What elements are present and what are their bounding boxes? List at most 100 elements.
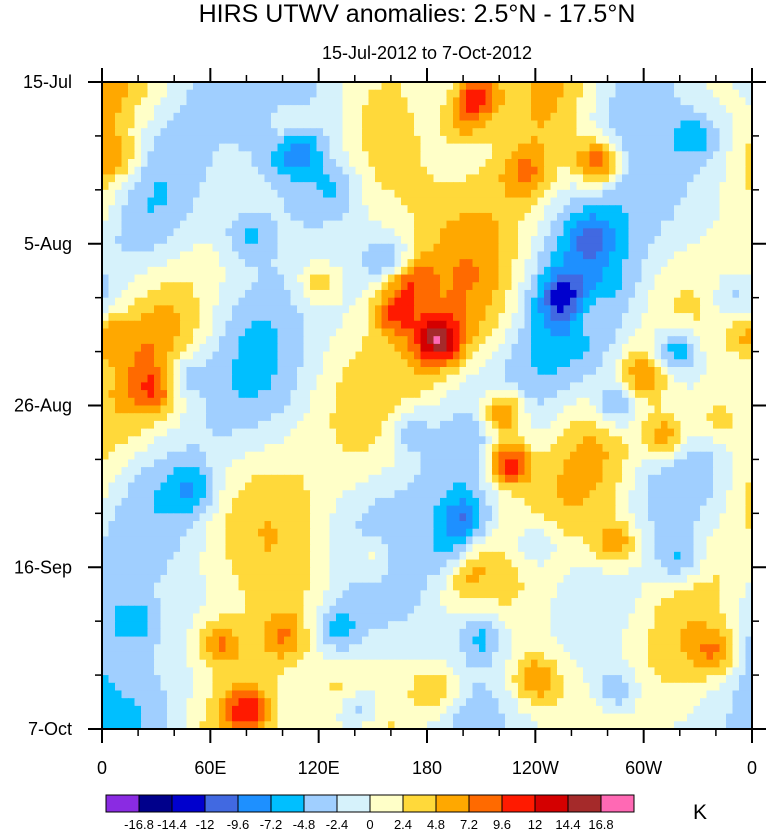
heatmap-cell	[732, 189, 740, 199]
heatmap-cell	[284, 297, 292, 306]
heatmap-cell	[154, 120, 162, 129]
heatmap-cell	[141, 343, 149, 353]
heatmap-cell	[687, 189, 695, 199]
heatmap-cell	[583, 228, 591, 237]
heatmap-cell	[225, 236, 233, 245]
heatmap-cell	[485, 97, 493, 106]
heatmap-cell	[134, 135, 142, 145]
heatmap-cell	[498, 451, 506, 461]
heatmap-cell	[446, 436, 454, 445]
heatmap-cell	[713, 259, 721, 268]
heatmap-cell	[160, 236, 168, 245]
heatmap-cell	[264, 297, 272, 306]
heatmap-cell	[518, 205, 526, 214]
heatmap-cell	[290, 436, 298, 445]
heatmap-cell	[498, 359, 506, 368]
heatmap-cell	[550, 274, 558, 283]
heatmap-cell	[700, 97, 708, 106]
heatmap-cell	[355, 405, 363, 414]
heatmap-cell	[479, 236, 487, 245]
heatmap-cell	[511, 382, 519, 391]
heatmap-cell	[576, 82, 584, 91]
heatmap-cell	[193, 266, 201, 276]
heatmap-cell	[570, 436, 578, 445]
heatmap-cell	[726, 166, 734, 176]
heatmap-cell	[687, 159, 695, 168]
heatmap-cell	[362, 151, 370, 160]
heatmap-cell	[505, 166, 513, 176]
heatmap-cell	[531, 82, 539, 91]
heatmap-cell	[167, 343, 175, 353]
heatmap-cell	[212, 97, 220, 106]
heatmap-cell	[180, 189, 188, 199]
heatmap-cell	[654, 328, 662, 337]
heatmap-cell	[167, 397, 175, 407]
heatmap-cell	[154, 182, 162, 191]
heatmap-cell	[609, 374, 617, 383]
heatmap-cell	[576, 328, 584, 337]
heatmap-cell	[485, 197, 493, 206]
heatmap-cell	[108, 274, 116, 283]
heatmap-cell	[414, 135, 422, 145]
heatmap-cell	[323, 236, 331, 245]
heatmap-cell	[589, 166, 597, 176]
heatmap-cell	[537, 413, 545, 422]
heatmap-cell	[219, 343, 227, 353]
heatmap-cell	[323, 282, 331, 291]
heatmap-cell	[557, 436, 565, 445]
heatmap-cell	[589, 451, 597, 461]
heatmap-cell	[225, 405, 233, 414]
heatmap-cell	[479, 82, 487, 91]
heatmap-cell	[596, 444, 604, 453]
heatmap-cell	[433, 143, 441, 152]
heatmap-cell	[472, 405, 480, 414]
heatmap-cell	[290, 390, 298, 399]
heatmap-cell	[544, 189, 552, 199]
heatmap-cell	[440, 166, 448, 176]
heatmap-cell	[641, 128, 649, 137]
heatmap-cell	[147, 266, 155, 276]
heatmap-cell	[108, 428, 116, 437]
heatmap-cell	[271, 128, 279, 137]
heatmap-cell	[264, 159, 272, 168]
heatmap-cell	[726, 174, 734, 183]
heatmap-cell	[589, 336, 597, 345]
heatmap-cell	[401, 112, 409, 122]
heatmap-cell	[492, 212, 500, 222]
heatmap-cell	[602, 182, 610, 191]
heatmap-cell	[297, 151, 305, 160]
heatmap-cell	[726, 390, 734, 399]
heatmap-cell	[375, 166, 383, 176]
heatmap-cell	[316, 97, 324, 106]
heatmap-cell	[596, 220, 604, 229]
heatmap-cell	[284, 420, 292, 430]
heatmap-cell	[173, 212, 181, 222]
heatmap-cell	[147, 390, 155, 399]
heatmap-cell	[472, 135, 480, 145]
heatmap-cell	[609, 128, 617, 137]
heatmap-cell	[583, 189, 591, 199]
heatmap-cell	[394, 313, 402, 322]
heatmap-cell	[245, 397, 253, 407]
heatmap-cell	[531, 159, 539, 168]
heatmap-cell	[641, 405, 649, 414]
heatmap-cell	[537, 220, 545, 229]
heatmap-cell	[459, 97, 467, 106]
heatmap-cell	[310, 105, 318, 114]
heatmap-cell	[589, 97, 597, 106]
heatmap-cell	[563, 297, 571, 306]
heatmap-cell	[251, 166, 259, 176]
heatmap-cell	[362, 243, 370, 253]
heatmap-cell	[628, 289, 636, 299]
heatmap-cell	[154, 374, 162, 383]
heatmap-cell	[648, 259, 656, 268]
heatmap-cell	[602, 428, 610, 437]
heatmap-cell	[622, 266, 630, 276]
heatmap-cell	[147, 166, 155, 176]
heatmap-cell	[329, 451, 337, 461]
heatmap-cell	[108, 220, 116, 229]
heatmap-cell	[115, 413, 123, 422]
heatmap-cell	[154, 351, 162, 360]
heatmap-cell	[680, 274, 688, 283]
heatmap-cell	[531, 313, 539, 322]
